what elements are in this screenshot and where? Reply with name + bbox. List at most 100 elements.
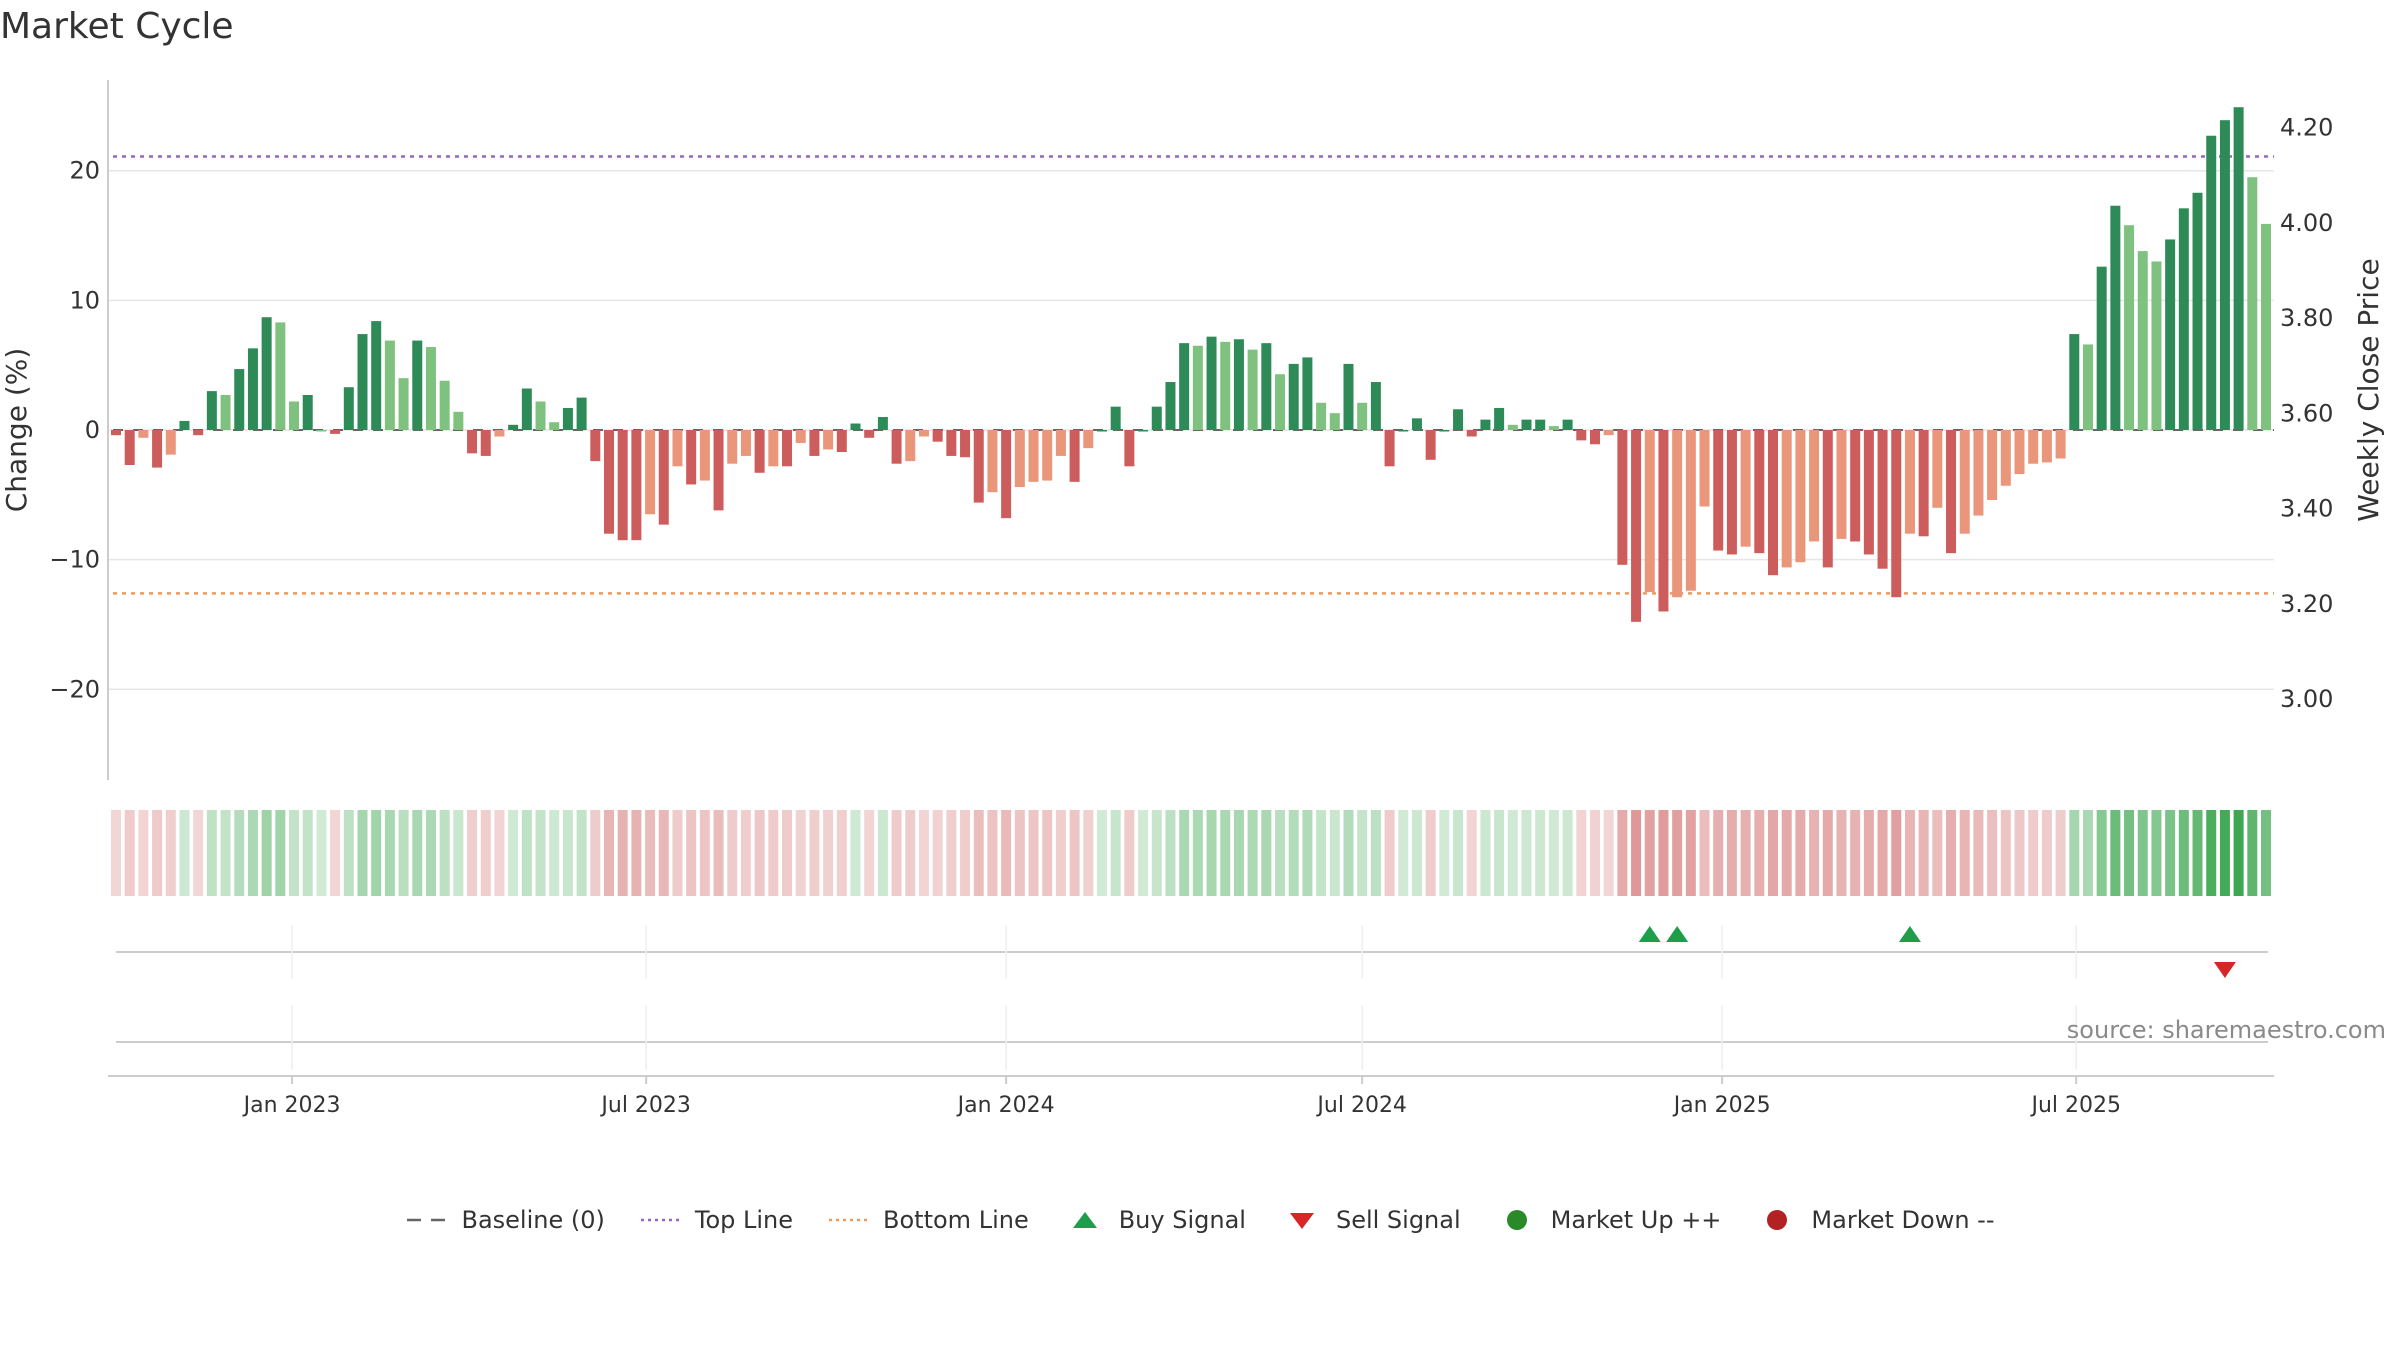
band-cell (1617, 810, 1628, 896)
bar (1589, 430, 1600, 445)
bar (2219, 120, 2230, 431)
bar (1987, 430, 1998, 500)
bar (343, 387, 354, 430)
bar (987, 430, 998, 493)
legend-symbol (1289, 1213, 1314, 1229)
bar (1042, 430, 1053, 481)
band-cell (152, 810, 163, 896)
band-cell (1001, 810, 1012, 896)
bar (1001, 430, 1012, 519)
legend-symbol (1072, 1212, 1097, 1228)
band-cell (973, 810, 984, 896)
bar (1466, 430, 1477, 437)
band-cell (1891, 810, 1902, 896)
band-cell (289, 810, 300, 896)
x-tick-label: Jan 2024 (956, 1093, 1055, 1118)
band-cell (1083, 810, 1094, 896)
bar (1973, 430, 1984, 516)
band-cell (220, 810, 231, 896)
band-cell (1411, 810, 1422, 896)
band-cell (535, 810, 546, 896)
y-tick-label: 0 (85, 416, 100, 444)
band-cell (1631, 810, 1642, 896)
band-cell (1453, 810, 1464, 896)
band-cell (1548, 810, 1559, 896)
bar (631, 430, 642, 541)
band-cell (1343, 810, 1354, 896)
band-cell (1822, 810, 1833, 896)
band-cell (1603, 810, 1614, 896)
bar (2028, 430, 2039, 464)
band-cell (1179, 810, 1190, 896)
bar (973, 430, 984, 503)
band-cell (1370, 810, 1381, 896)
band-cell (398, 810, 409, 896)
bar (2069, 334, 2080, 430)
bar (1877, 430, 1888, 569)
band-cell (1562, 810, 1573, 896)
legend-item: Bottom Line (827, 1206, 1029, 1234)
bar (1151, 406, 1162, 430)
bar (330, 430, 341, 434)
band-cell (850, 810, 861, 896)
band-cell (1535, 810, 1546, 896)
bar (275, 322, 286, 430)
band-cell (2028, 810, 2039, 896)
band-cell (1672, 810, 1683, 896)
bar (1863, 430, 1874, 555)
legend-symbol (640, 1218, 681, 1222)
band-cell (699, 810, 710, 896)
bar (809, 430, 820, 456)
band-cell (330, 810, 341, 896)
bar (1726, 430, 1737, 555)
band-cell (1439, 810, 1450, 896)
legend-label: Market Down -- (1811, 1206, 1995, 1234)
bar (877, 417, 888, 430)
band-cell (617, 810, 628, 896)
band-cell (2219, 810, 2230, 896)
x-tick-label: Jan 2025 (1672, 1093, 1771, 1118)
bar (1357, 402, 1368, 430)
band-cell (384, 810, 395, 896)
band-cell (631, 810, 642, 896)
bar (1480, 419, 1491, 430)
band-cell (918, 810, 929, 896)
band-cell (2261, 810, 2271, 896)
band-cell (1946, 810, 1957, 896)
bar (1247, 349, 1258, 430)
band-cell (467, 810, 478, 896)
bar (1138, 430, 1149, 432)
bar (535, 401, 546, 430)
band-cell (1480, 810, 1491, 896)
y2-tick-label: 3.20 (2280, 590, 2333, 618)
bar (1822, 430, 1833, 568)
band-cell (1699, 810, 1710, 896)
bar (850, 423, 861, 430)
bar (1850, 430, 1861, 542)
buy-signal-marker (1638, 926, 1661, 942)
y2-tick-label: 3.80 (2280, 304, 2333, 332)
bar (2041, 430, 2052, 463)
legend-item: Baseline (0) (405, 1206, 605, 1234)
band-cell (165, 810, 176, 896)
bar (1809, 430, 1820, 542)
bar (1836, 430, 1847, 539)
bar (1014, 430, 1025, 488)
bar (782, 430, 793, 467)
band-cell (1685, 810, 1696, 896)
signal-markers (116, 926, 2268, 1070)
band-cell (111, 810, 121, 896)
band-cell (2082, 810, 2093, 896)
band-cell (1384, 810, 1395, 896)
band-cell (562, 810, 573, 896)
bar (1644, 430, 1655, 593)
bar (836, 430, 847, 453)
bar (713, 430, 724, 511)
x-tick-label: Jul 2025 (2029, 1093, 2121, 1118)
bar (918, 430, 929, 437)
band-cell (2151, 810, 2162, 896)
bar (316, 430, 327, 432)
band-cell (1288, 810, 1299, 896)
y2-axis-label: Weekly Close Price (2352, 258, 2385, 521)
band-cell (412, 810, 423, 896)
